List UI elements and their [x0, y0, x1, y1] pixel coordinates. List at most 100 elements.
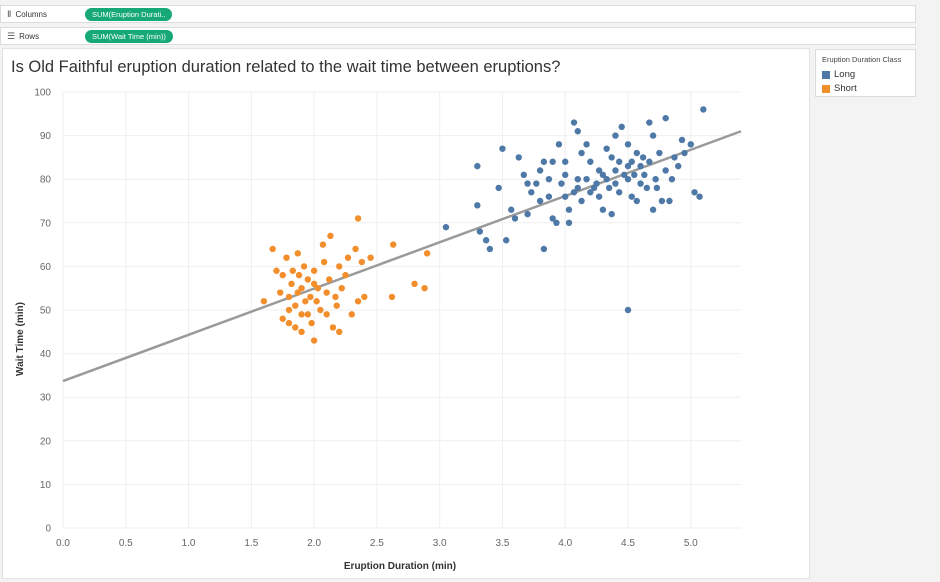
data-point-long[interactable]: [595, 193, 603, 200]
data-point-long[interactable]: [687, 141, 694, 148]
data-point-short[interactable]: [314, 285, 322, 292]
data-point-short[interactable]: [288, 280, 295, 288]
data-point-short[interactable]: [298, 285, 305, 292]
data-point-short[interactable]: [294, 250, 301, 257]
data-point-short[interactable]: [310, 337, 318, 344]
data-point-long[interactable]: [641, 171, 648, 179]
data-point-short[interactable]: [279, 315, 286, 322]
data-point-long[interactable]: [583, 176, 590, 183]
data-point-short[interactable]: [310, 267, 318, 274]
data-point-long[interactable]: [474, 162, 481, 170]
data-point-short[interactable]: [367, 254, 374, 261]
data-point-long[interactable]: [524, 210, 531, 218]
rows-pill[interactable]: SUM(Wait Time (min)): [85, 30, 173, 43]
data-point-long[interactable]: [639, 154, 647, 161]
data-point-short[interactable]: [273, 267, 280, 274]
data-point-long[interactable]: [574, 184, 581, 192]
data-point-long[interactable]: [612, 132, 619, 139]
data-point-short[interactable]: [342, 271, 349, 279]
data-point-long[interactable]: [668, 176, 676, 183]
data-point-long[interactable]: [482, 237, 490, 244]
data-point-short[interactable]: [323, 311, 330, 318]
data-point-short[interactable]: [338, 285, 345, 292]
data-point-long[interactable]: [515, 154, 522, 161]
data-point-long[interactable]: [599, 206, 607, 213]
data-point-long[interactable]: [442, 223, 450, 231]
data-point-long[interactable]: [545, 193, 553, 200]
data-point-short[interactable]: [354, 215, 362, 222]
data-point-long[interactable]: [499, 145, 506, 152]
data-point-long[interactable]: [562, 158, 569, 165]
data-point-long[interactable]: [574, 176, 581, 183]
data-point-long[interactable]: [553, 219, 560, 226]
data-point-short[interactable]: [329, 324, 337, 331]
data-point-short[interactable]: [292, 324, 299, 331]
data-point-long[interactable]: [587, 189, 594, 196]
data-point-short[interactable]: [289, 267, 296, 274]
data-point-short[interactable]: [310, 280, 318, 288]
data-point-short[interactable]: [277, 289, 284, 296]
data-point-long[interactable]: [540, 158, 548, 165]
data-point-long[interactable]: [646, 158, 653, 165]
data-point-long[interactable]: [605, 184, 613, 192]
data-point-long[interactable]: [691, 189, 698, 196]
data-point-long[interactable]: [612, 167, 619, 174]
data-point-long[interactable]: [583, 141, 590, 148]
data-point-long[interactable]: [599, 171, 607, 179]
data-point-long[interactable]: [565, 219, 573, 226]
data-point-short[interactable]: [325, 276, 333, 283]
data-point-long[interactable]: [696, 193, 703, 200]
data-point-long[interactable]: [549, 158, 556, 165]
data-point-long[interactable]: [649, 132, 657, 139]
data-point-long[interactable]: [524, 180, 531, 187]
data-point-short[interactable]: [332, 293, 339, 301]
data-point-long[interactable]: [637, 180, 644, 187]
data-point-short[interactable]: [307, 293, 314, 301]
data-point-long[interactable]: [633, 149, 640, 157]
legend-item-long[interactable]: Long: [822, 69, 855, 80]
data-point-short[interactable]: [333, 302, 340, 309]
data-point-long[interactable]: [495, 184, 502, 192]
data-point-long[interactable]: [474, 202, 481, 209]
data-point-long[interactable]: [540, 245, 548, 253]
data-point-long[interactable]: [520, 171, 527, 179]
data-point-short[interactable]: [348, 311, 355, 318]
data-point-long[interactable]: [608, 210, 615, 218]
data-point-short[interactable]: [285, 306, 293, 314]
data-point-long[interactable]: [681, 149, 688, 157]
data-point-short[interactable]: [358, 258, 366, 266]
data-point-long[interactable]: [624, 176, 632, 183]
data-point-long[interactable]: [656, 149, 663, 157]
data-point-long[interactable]: [643, 184, 651, 192]
data-point-short[interactable]: [423, 250, 431, 257]
data-point-long[interactable]: [603, 145, 610, 152]
data-point-long[interactable]: [616, 158, 623, 165]
data-point-long[interactable]: [545, 176, 553, 183]
data-point-long[interactable]: [595, 167, 603, 174]
data-point-long[interactable]: [621, 171, 628, 179]
data-point-long[interactable]: [593, 180, 600, 187]
data-point-long[interactable]: [675, 162, 682, 170]
data-point-long[interactable]: [633, 197, 640, 205]
data-point-short[interactable]: [269, 245, 276, 253]
data-point-long[interactable]: [536, 197, 544, 205]
data-point-short[interactable]: [308, 319, 315, 327]
data-point-short[interactable]: [283, 254, 290, 261]
data-point-short[interactable]: [323, 289, 330, 296]
data-point-long[interactable]: [628, 158, 635, 165]
data-point-short[interactable]: [354, 298, 362, 305]
data-point-long[interactable]: [536, 167, 544, 174]
data-point-long[interactable]: [570, 189, 578, 196]
data-point-short[interactable]: [295, 271, 303, 279]
data-point-short[interactable]: [352, 245, 359, 253]
data-point-long[interactable]: [503, 237, 510, 244]
data-point-long[interactable]: [653, 184, 661, 192]
data-point-short[interactable]: [279, 271, 286, 279]
data-point-short[interactable]: [260, 298, 268, 305]
data-point-short[interactable]: [302, 298, 309, 305]
data-point-long[interactable]: [624, 306, 632, 314]
data-point-short[interactable]: [294, 289, 301, 296]
data-point-short[interactable]: [327, 232, 334, 240]
data-point-short[interactable]: [300, 263, 308, 270]
data-point-long[interactable]: [700, 106, 707, 113]
